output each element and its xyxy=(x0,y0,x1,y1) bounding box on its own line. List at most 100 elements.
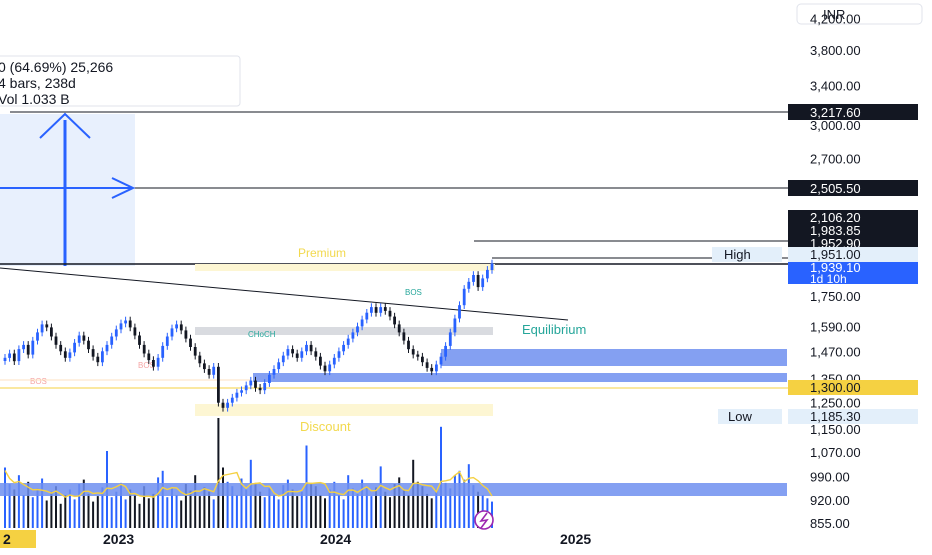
candle[interactable] xyxy=(138,331,141,349)
candle[interactable] xyxy=(105,341,109,356)
low-level-tag[interactable]: Low 1,185.30 xyxy=(718,409,918,424)
candle[interactable] xyxy=(235,388,239,402)
support-tag[interactable]: 1,300.00 xyxy=(788,380,918,395)
candle[interactable] xyxy=(96,352,100,367)
candle[interactable] xyxy=(45,320,49,332)
candle[interactable] xyxy=(217,363,220,407)
candles[interactable] xyxy=(3,259,494,412)
candle[interactable] xyxy=(142,341,146,358)
candle[interactable] xyxy=(50,323,53,341)
candle[interactable] xyxy=(486,266,489,283)
candle[interactable] xyxy=(314,347,318,361)
candle[interactable] xyxy=(295,349,299,362)
candle[interactable] xyxy=(421,352,424,367)
candle[interactable] xyxy=(416,350,420,361)
candle[interactable] xyxy=(332,354,336,369)
tag-2505[interactable]: 2,505.50 xyxy=(788,180,918,196)
candle[interactable] xyxy=(351,328,355,343)
candle[interactable] xyxy=(110,332,114,349)
candle[interactable] xyxy=(370,303,373,317)
candle[interactable] xyxy=(230,393,234,407)
candle[interactable] xyxy=(244,381,248,395)
candle[interactable] xyxy=(124,316,127,328)
candle[interactable] xyxy=(268,371,271,387)
candle[interactable] xyxy=(119,319,123,334)
candle[interactable] xyxy=(407,336,410,353)
high-level-tag[interactable]: High 1,951.00 xyxy=(712,247,918,262)
candle[interactable] xyxy=(411,345,415,359)
candle[interactable] xyxy=(212,363,216,379)
candle[interactable] xyxy=(198,351,202,368)
lightning-icon[interactable] xyxy=(474,510,494,530)
candle[interactable] xyxy=(476,271,480,291)
candle[interactable] xyxy=(59,341,63,356)
candle[interactable] xyxy=(22,341,25,353)
candle[interactable] xyxy=(114,325,118,341)
candle[interactable] xyxy=(170,324,174,341)
candle[interactable] xyxy=(490,259,494,274)
trendline[interactable] xyxy=(0,267,569,321)
tag-stack[interactable]: 2,106.20 1,983.85 1,952.90 xyxy=(788,210,918,251)
candle[interactable] xyxy=(393,312,396,329)
candle[interactable] xyxy=(82,331,86,345)
candle[interactable] xyxy=(161,342,165,362)
candle[interactable] xyxy=(286,345,290,360)
currency-button[interactable]: INR xyxy=(796,3,923,25)
candle[interactable] xyxy=(147,349,151,364)
candle[interactable] xyxy=(36,328,39,345)
candle[interactable] xyxy=(374,303,378,317)
candle[interactable] xyxy=(360,315,364,331)
candle[interactable] xyxy=(258,384,262,395)
candle[interactable] xyxy=(91,345,95,361)
candle[interactable] xyxy=(481,274,485,291)
candle[interactable] xyxy=(453,314,457,337)
candle[interactable] xyxy=(3,354,7,365)
candle[interactable] xyxy=(458,301,461,323)
candle[interactable] xyxy=(397,320,401,337)
candle[interactable] xyxy=(379,303,383,317)
candle[interactable] xyxy=(300,347,304,362)
candle[interactable] xyxy=(221,398,225,412)
candle[interactable] xyxy=(189,334,192,351)
candle[interactable] xyxy=(254,376,257,392)
candle[interactable] xyxy=(383,303,387,315)
candle[interactable] xyxy=(63,347,67,362)
candle[interactable] xyxy=(309,341,313,356)
candle[interactable] xyxy=(179,320,183,335)
candle[interactable] xyxy=(175,320,178,333)
candle[interactable] xyxy=(8,349,11,362)
candle[interactable] xyxy=(346,334,350,349)
candle[interactable] xyxy=(101,347,104,367)
candle[interactable] xyxy=(337,347,341,362)
candle[interactable] xyxy=(323,361,327,376)
candle[interactable] xyxy=(281,351,285,367)
candle[interactable] xyxy=(305,341,308,356)
candle[interactable] xyxy=(430,364,434,376)
candle[interactable] xyxy=(467,278,471,293)
candle[interactable] xyxy=(17,345,21,365)
candle[interactable] xyxy=(73,339,76,357)
candle[interactable] xyxy=(152,356,155,371)
candle[interactable] xyxy=(435,360,438,376)
candle[interactable] xyxy=(272,365,276,379)
candle[interactable] xyxy=(193,343,197,360)
candle[interactable] xyxy=(156,354,160,371)
last-price-tag[interactable]: 1,939.10 1d 10h xyxy=(788,260,918,286)
candle[interactable] xyxy=(165,332,169,350)
candle[interactable] xyxy=(54,332,58,349)
candle[interactable] xyxy=(439,352,443,369)
demand-zone-1[interactable] xyxy=(441,349,787,366)
candle[interactable] xyxy=(207,365,211,379)
candle[interactable] xyxy=(12,349,16,365)
tag-3217[interactable]: 3,217.60 xyxy=(788,104,918,120)
candle[interactable] xyxy=(472,271,475,286)
candle[interactable] xyxy=(425,358,429,372)
candle[interactable] xyxy=(184,326,188,343)
candle[interactable] xyxy=(77,331,81,347)
candle[interactable] xyxy=(263,379,267,395)
candle[interactable] xyxy=(291,345,294,358)
candle[interactable] xyxy=(26,341,30,359)
candle[interactable] xyxy=(388,307,392,321)
